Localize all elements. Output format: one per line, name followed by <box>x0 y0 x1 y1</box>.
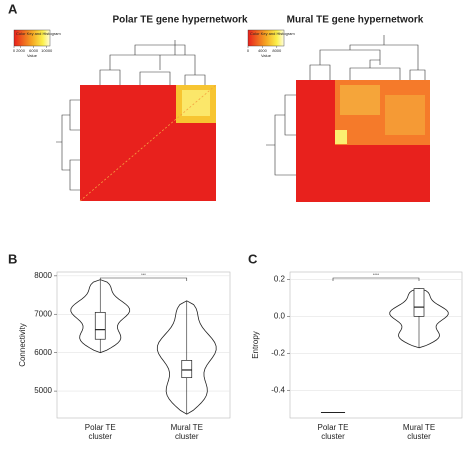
key-tick-label: 8000 <box>272 48 282 53</box>
heatmap <box>56 40 217 202</box>
x-tick-label: Mural TE <box>171 423 203 432</box>
key-tick-label: 0 <box>247 48 250 53</box>
significance: *** <box>141 272 146 277</box>
color-key <box>247 29 285 47</box>
key-tick-label: 4000 <box>258 48 268 53</box>
panel-label: A <box>8 1 18 16</box>
significance-bracket <box>332 277 420 281</box>
color-key <box>13 29 51 47</box>
dendrogram <box>266 94 296 176</box>
x-tick-label: Mural TE <box>403 423 435 432</box>
key-tick-label: 2000 <box>16 48 26 53</box>
plot-area <box>56 271 231 419</box>
box <box>94 311 106 340</box>
panel-label: C <box>248 251 258 266</box>
dendrogram <box>99 40 206 85</box>
dendrogram <box>309 35 426 80</box>
y-tick-label: 8000 <box>34 271 52 280</box>
heatmap-diagonal <box>79 84 217 202</box>
y-tick-label: 0.2 <box>274 275 286 284</box>
heatmap-title: Polar TE gene hypernetwork <box>112 15 247 26</box>
color-key-title: Color Key and Histogram <box>250 31 295 36</box>
box <box>181 360 193 379</box>
significance-bracket <box>99 277 188 281</box>
y-tick-label: 0.0 <box>274 311 286 320</box>
y-tick-label: 6000 <box>34 348 52 357</box>
key-tick-label: 10000 <box>41 48 53 53</box>
key-axis-label: Value <box>261 53 272 58</box>
x-tick-label: cluster <box>175 432 199 441</box>
key-axis-label: Value <box>27 53 38 58</box>
key-tick-label: 6000 <box>29 48 39 53</box>
box <box>413 288 425 317</box>
heatmap-block <box>340 85 380 115</box>
key-tick-label: 0 <box>13 48 16 53</box>
y-tick-label: -0.4 <box>271 385 285 394</box>
y-axis-label: Connectivity <box>18 323 27 367</box>
x-tick-label: Polar TE <box>85 423 116 432</box>
heatmap-block <box>335 130 347 144</box>
y-axis-label: Entropy <box>251 331 260 359</box>
heatmap-title: Mural TE gene hypernetwork <box>287 15 424 26</box>
y-tick-label: -0.2 <box>271 348 285 357</box>
x-tick-label: Polar TE <box>318 423 349 432</box>
significance: **** <box>373 272 380 277</box>
heatmap <box>266 35 430 202</box>
dendrogram <box>56 99 80 191</box>
panel-label: B <box>8 251 17 266</box>
x-tick-label: cluster <box>407 432 431 441</box>
plot-area <box>289 271 463 419</box>
color-key-title: Color Key and Histogram <box>16 31 61 36</box>
x-tick-label: cluster <box>88 432 112 441</box>
x-tick-label: cluster <box>321 432 345 441</box>
y-tick-label: 7000 <box>34 309 52 318</box>
heatmap-block <box>385 95 425 135</box>
y-tick-label: 5000 <box>34 386 52 395</box>
